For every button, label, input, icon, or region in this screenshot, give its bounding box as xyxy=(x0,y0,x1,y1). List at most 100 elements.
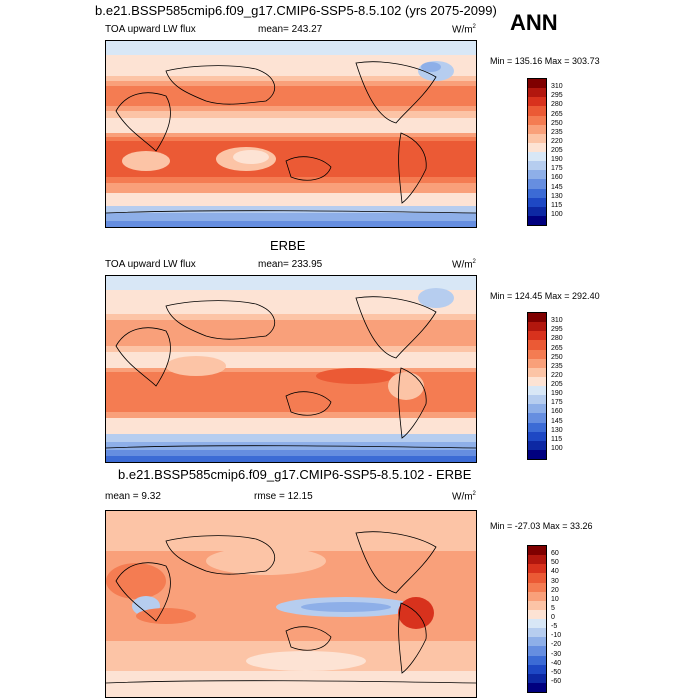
colorbar-tick-label: -60 xyxy=(551,677,562,685)
panel3-minmax: Min = -27.03 Max = 33.26 xyxy=(490,521,593,531)
colorbar-swatch xyxy=(528,367,546,377)
colorbar-tick-label: 115 xyxy=(551,201,563,209)
colorbar-swatch xyxy=(528,197,546,207)
colorbar-tick-label: 235 xyxy=(551,128,563,136)
colorbar-tick-label: 280 xyxy=(551,335,563,343)
colorbar-swatch xyxy=(528,673,546,683)
colorbar-swatch xyxy=(528,133,546,143)
panel2-units: W/m2 xyxy=(452,259,476,271)
colorbar-swatch xyxy=(528,115,546,125)
colorbar-tick-label: 250 xyxy=(551,119,563,127)
colorbar-swatch xyxy=(528,349,546,359)
panel1-map xyxy=(105,40,477,228)
colorbar-swatch xyxy=(528,376,546,386)
colorbar-tick-label: 60 xyxy=(551,550,559,558)
season-label: ANN xyxy=(510,10,558,35)
colorbar-tick-label: -50 xyxy=(551,668,562,676)
panel2-variable-label: TOA upward LW flux xyxy=(105,259,196,270)
panel3-colorbar xyxy=(527,545,547,693)
panel2-map xyxy=(105,275,477,463)
colorbar-swatch xyxy=(528,313,546,323)
colorbar-swatch xyxy=(528,161,546,171)
colorbar-tick-label: 310 xyxy=(551,83,563,91)
colorbar-tick-label: 0 xyxy=(551,614,555,621)
colorbar-tick-label: 50 xyxy=(551,559,559,567)
colorbar-swatch xyxy=(528,449,546,459)
colorbar-swatch xyxy=(528,170,546,180)
colorbar-swatch xyxy=(528,97,546,107)
colorbar-swatch xyxy=(528,106,546,116)
panel3-mean-label: mean = 9.32 xyxy=(105,491,161,502)
colorbar-tick-label: -20 xyxy=(551,641,562,649)
colorbar-swatch xyxy=(528,582,546,592)
colorbar-swatch xyxy=(528,188,546,198)
colorbar-swatch xyxy=(528,404,546,414)
colorbar-tick-label: 220 xyxy=(551,371,563,379)
panel2-minmax: Min = 124.45 Max = 292.40 xyxy=(490,291,600,301)
colorbar-swatch xyxy=(528,422,546,432)
colorbar-swatch xyxy=(528,628,546,638)
colorbar-swatch xyxy=(528,440,546,450)
colorbar-tick-label: -40 xyxy=(551,659,562,667)
colorbar-tick-label: 190 xyxy=(551,390,563,398)
colorbar-tick-label: 205 xyxy=(551,381,563,388)
colorbar-tick-label: 40 xyxy=(551,568,559,576)
panel1-colorbar-swatches xyxy=(527,78,547,226)
colorbar-swatch xyxy=(528,215,546,225)
colorbar-swatch xyxy=(528,591,546,601)
colorbar-tick-label: 295 xyxy=(551,326,563,334)
colorbar-tick-label: 265 xyxy=(551,344,563,352)
panel1-variable-label: TOA upward LW flux xyxy=(105,24,196,35)
colorbar-swatch xyxy=(528,79,546,89)
colorbar-tick-label: -10 xyxy=(551,632,562,640)
colorbar-swatch xyxy=(528,395,546,405)
colorbar-tick-label: 100 xyxy=(551,444,563,452)
colorbar-swatch xyxy=(528,619,546,629)
colorbar-swatch xyxy=(528,179,546,189)
colorbar-swatch xyxy=(528,573,546,583)
colorbar-swatch xyxy=(528,340,546,350)
colorbar-swatch xyxy=(528,331,546,341)
panel1-units: W/m2 xyxy=(452,24,476,36)
colorbar-swatch xyxy=(528,413,546,423)
colorbar-tick-label: 190 xyxy=(551,156,563,164)
panel3-rmse-label: rmse = 12.15 xyxy=(254,491,313,502)
panel3-colorbar-swatches xyxy=(527,545,547,693)
colorbar-tick-label: -5 xyxy=(551,623,558,631)
colorbar-tick-label: 295 xyxy=(551,92,563,100)
colorbar-swatch xyxy=(528,546,546,556)
panel2-colorbar-swatches xyxy=(527,312,547,460)
colorbar-swatch xyxy=(528,206,546,216)
panel2-title: ERBE xyxy=(270,238,306,253)
colorbar-tick-label: 115 xyxy=(551,435,563,443)
colorbar-tick-label: 130 xyxy=(551,426,563,434)
colorbar-tick-label: -30 xyxy=(551,650,562,658)
colorbar-swatch xyxy=(528,609,546,619)
panel1-minmax: Min = 135.16 Max = 303.73 xyxy=(490,56,600,66)
colorbar-swatch xyxy=(528,386,546,396)
colorbar-tick-label: 310 xyxy=(551,317,563,325)
colorbar-swatch xyxy=(528,637,546,647)
panel1-colorbar xyxy=(527,78,547,226)
colorbar-tick-label: 5 xyxy=(551,604,555,612)
panel3-title: b.e21.BSSP585cmip6.f09_g17.CMIP6-SSP5-8.… xyxy=(118,467,472,482)
colorbar-tick-label: 160 xyxy=(551,174,563,182)
colorbar-swatch xyxy=(528,555,546,565)
colorbar-swatch xyxy=(528,124,546,134)
colorbar-tick-label: 280 xyxy=(551,101,563,109)
colorbar-swatch xyxy=(528,664,546,674)
colorbar-tick-label: 175 xyxy=(551,165,563,173)
colorbar-tick-label: 10 xyxy=(551,595,559,603)
panel2-colorbar xyxy=(527,312,547,460)
colorbar-tick-label: 175 xyxy=(551,399,563,407)
colorbar-tick-label: 30 xyxy=(551,577,559,585)
colorbar-tick-label: 145 xyxy=(551,183,563,191)
colorbar-swatch xyxy=(528,564,546,574)
colorbar-swatch xyxy=(528,88,546,98)
colorbar-tick-label: 250 xyxy=(551,353,563,361)
colorbar-swatch xyxy=(528,322,546,332)
panel3-map xyxy=(105,510,477,698)
colorbar-tick-label: 145 xyxy=(551,417,563,425)
colorbar-tick-label: 235 xyxy=(551,362,563,370)
colorbar-swatch xyxy=(528,655,546,665)
